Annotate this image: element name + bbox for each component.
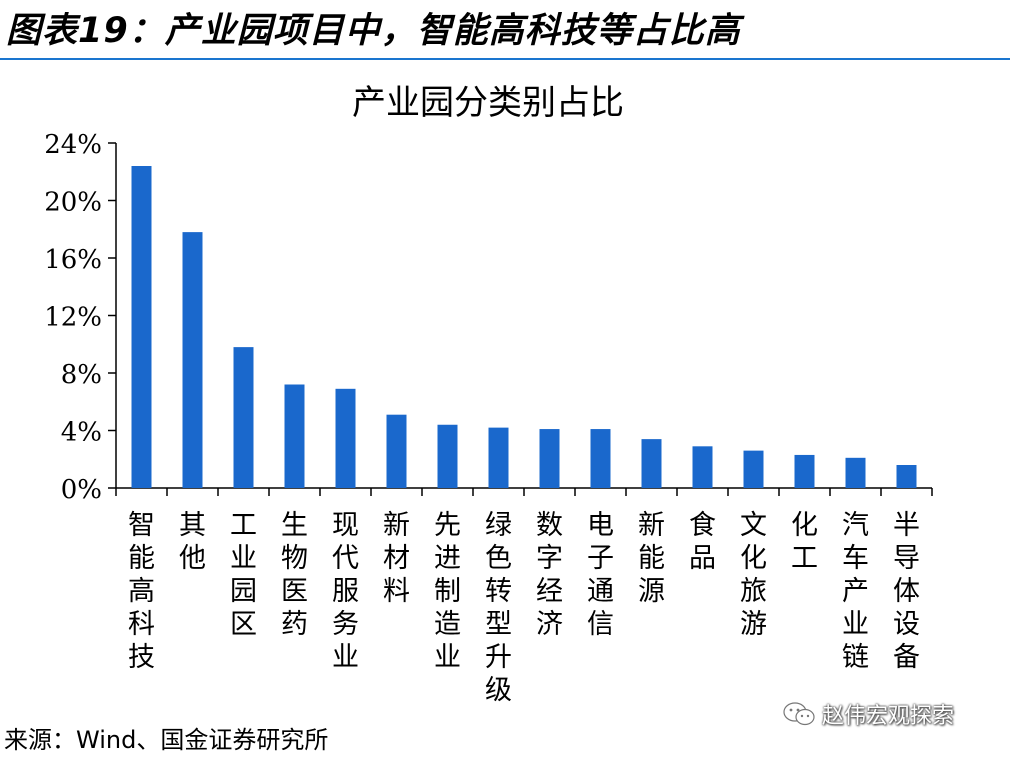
x-tick-label: 化工: [791, 510, 818, 574]
bar: [182, 232, 203, 488]
x-tick-label: 绿色转型升级: [485, 510, 512, 706]
x-tick-label: 新材料: [383, 510, 410, 607]
x-tick-label: 半导体设备: [893, 510, 920, 673]
y-tick-label: 24%: [44, 130, 102, 160]
x-tick-label: 新能源: [638, 510, 665, 607]
bar: [641, 439, 662, 488]
bar: [335, 388, 356, 488]
x-tick-labels: 智能高科技其他工业园区生物医药现代服务业新材料先进制造业绿色转型升级数字经济电子…: [128, 510, 920, 706]
x-tick-label: 现代服务业: [332, 510, 359, 673]
bar-series: [131, 166, 917, 488]
x-tick-label: 汽车产业链: [842, 510, 869, 673]
bar: [233, 347, 254, 488]
source-note: 来源：Wind、国金证券研究所: [4, 726, 329, 754]
y-axis: 0% 4% 8% 12% 16% 20% 24%: [44, 130, 117, 505]
x-tick-label: 工业园区: [230, 510, 257, 640]
x-axis: [115, 487, 933, 496]
bar: [437, 424, 458, 488]
y-tick-label: 12%: [44, 303, 102, 333]
bar: [131, 166, 152, 488]
x-tick-label: 文化旅游: [740, 510, 767, 640]
bar: [488, 427, 509, 488]
x-tick-label: 生物医药: [281, 510, 308, 640]
y-tick-label: 20%: [44, 188, 102, 218]
chart-title: 产业园分类别占比: [352, 83, 624, 123]
y-tick-label: 8%: [61, 360, 102, 390]
wechat-icon: [783, 702, 815, 726]
watermark-text: 赵伟宏观探索: [822, 704, 955, 729]
bar-chart: 产业园分类别占比 0% 4% 8% 12% 16% 20% 24% 智能高科技其他工业园区生…: [44, 83, 933, 706]
bar: [743, 450, 764, 488]
figure-title: 图表19：产业园项目中，智能高科技等占比高: [6, 11, 741, 51]
title-divider: [0, 58, 1010, 60]
x-tick-label: 智能高科技: [128, 510, 155, 673]
y-tick-label: 4%: [61, 418, 102, 448]
bar: [896, 465, 917, 488]
watermark: 赵伟宏观探索: [782, 698, 954, 730]
x-tick-label: 食品: [689, 510, 716, 574]
y-tick-label: 16%: [44, 245, 102, 275]
bar: [539, 429, 560, 488]
bar: [845, 457, 866, 488]
x-tick-label: 先进制造业: [434, 510, 461, 673]
bar: [386, 414, 407, 488]
x-tick-label: 电子通信: [587, 510, 614, 640]
bar: [284, 384, 305, 488]
bar: [794, 454, 815, 488]
x-tick-label: 其他: [179, 510, 206, 574]
x-tick-label: 数字经济: [536, 510, 563, 640]
bar: [692, 446, 713, 488]
bar: [590, 429, 611, 488]
y-tick-label: 0%: [61, 475, 102, 505]
